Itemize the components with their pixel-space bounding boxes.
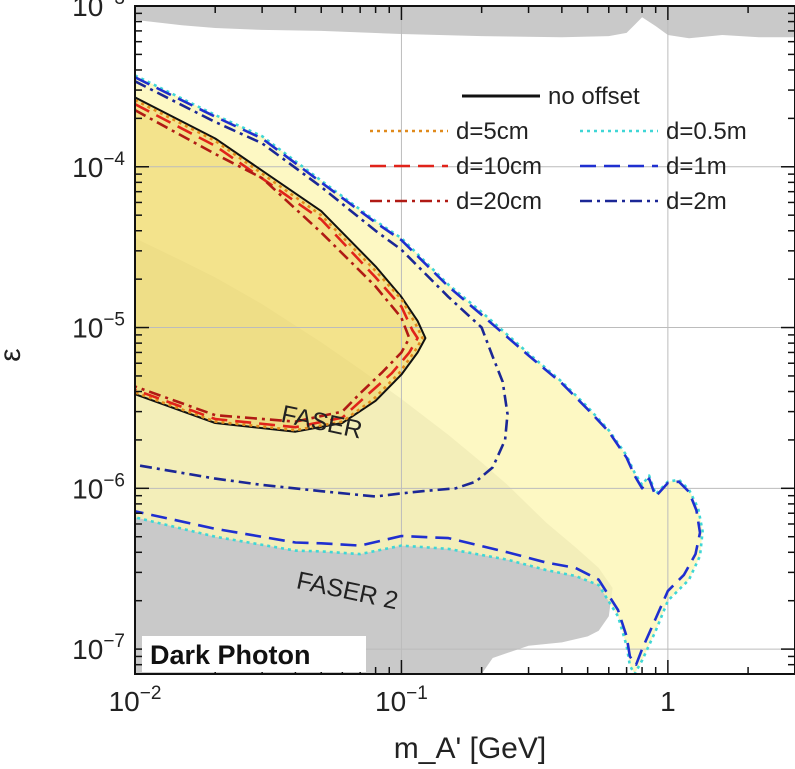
series-d-2m bbox=[135, 80, 509, 498]
y-axis-title: ε bbox=[0, 348, 27, 361]
y-tick-label: 10−6 bbox=[72, 470, 125, 504]
y-tick-label: 10−3 bbox=[72, 0, 125, 22]
series-d-5cm bbox=[135, 98, 424, 432]
title-backdrop bbox=[142, 636, 366, 672]
legend-label-no-offset: no offset bbox=[548, 83, 640, 110]
legend-label-d-2m: d=2m bbox=[666, 188, 727, 215]
legend: no offset d=5cm d=10cm d=20cm d=0.5m d=1m d=2m bbox=[370, 83, 747, 215]
plot-frame bbox=[134, 5, 795, 675]
chart-title: Dark Photon bbox=[150, 640, 311, 670]
existing-bounds-top-region bbox=[135, 6, 795, 39]
x-tick-label: 1 bbox=[660, 686, 676, 717]
faser-sensitivity-region bbox=[135, 97, 426, 432]
legend-label-d-5cm: d=5cm bbox=[456, 118, 529, 145]
sensitivity-curves bbox=[135, 74, 704, 674]
legend-label-d-20cm: d=20cm bbox=[456, 188, 542, 215]
series-d-1m bbox=[135, 76, 702, 667]
legend-label-d-10cm: d=10cm bbox=[456, 153, 542, 180]
series-d-20cm bbox=[135, 109, 411, 423]
y-tick-label: 10−7 bbox=[72, 631, 125, 665]
series-no-offset bbox=[135, 96, 427, 433]
legend-label-d-0-5m: d=0.5m bbox=[666, 118, 747, 145]
shaded-regions bbox=[135, 6, 795, 674]
x-axis-title: m_A' [GeV] bbox=[394, 732, 546, 765]
x-tick-label: 10−2 bbox=[109, 683, 162, 717]
series-d-0-5m bbox=[135, 74, 704, 674]
axis-ticks bbox=[134, 6, 795, 675]
legend-label-d-1m: d=1m bbox=[666, 153, 727, 180]
x-tick-label: 10−1 bbox=[375, 683, 428, 717]
y-tick-label: 10−4 bbox=[72, 149, 125, 183]
y-tick-label: 10−5 bbox=[72, 310, 125, 344]
